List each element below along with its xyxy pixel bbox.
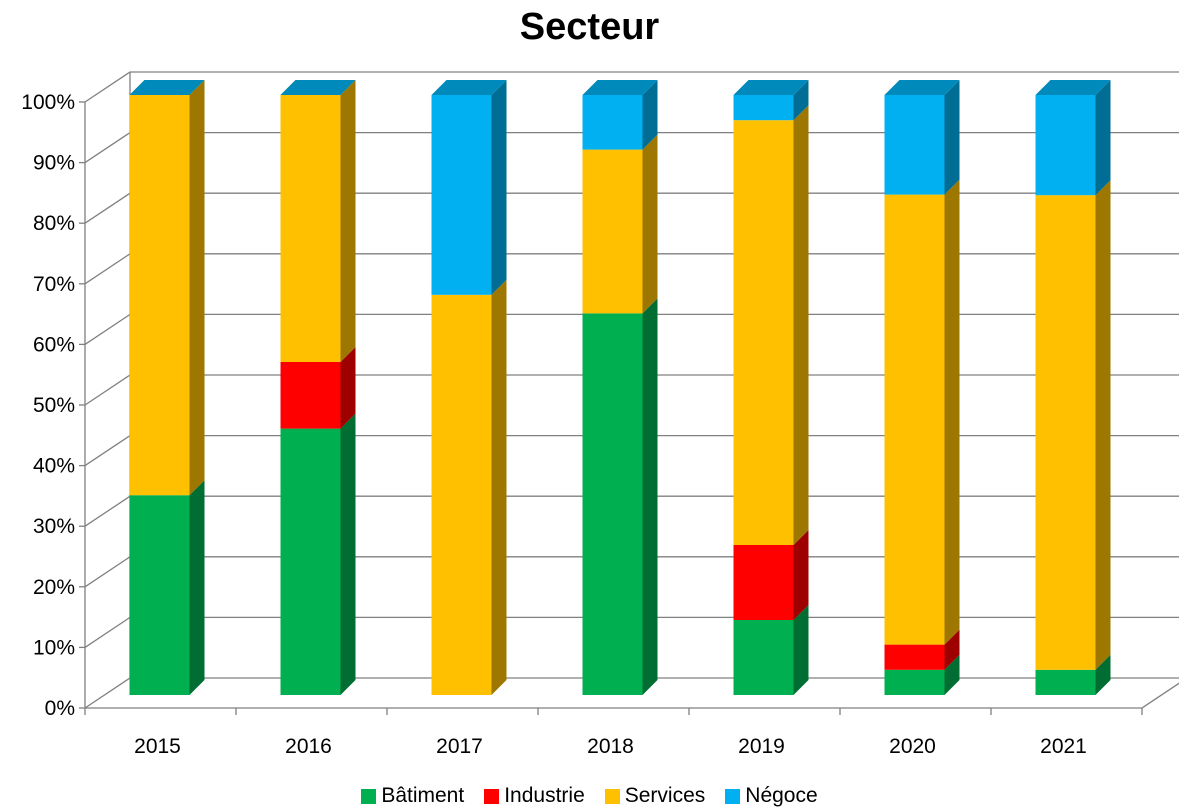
bar-2017-négoce bbox=[431, 95, 492, 295]
legend-swatch bbox=[484, 788, 500, 804]
bar-2019-négoce bbox=[733, 95, 794, 121]
bar-2016-services bbox=[280, 95, 341, 362]
legend-item: Services bbox=[604, 784, 706, 808]
x-tick-label: 2019 bbox=[738, 735, 785, 758]
bar-2018-services-side bbox=[642, 134, 658, 314]
bar-2015-bâtiment-side bbox=[189, 480, 205, 695]
x-tick-label: 2017 bbox=[436, 735, 483, 758]
y-tick-label: 80% bbox=[33, 212, 75, 235]
bar-2018-négoce-top bbox=[582, 80, 658, 95]
bar-2019-négoce-side bbox=[793, 80, 809, 121]
legend-item: Industrie bbox=[484, 784, 585, 808]
bar-2017-négoce-top bbox=[431, 80, 507, 95]
bar-2015-cap bbox=[129, 80, 205, 95]
y-tick-label: 0% bbox=[45, 697, 75, 720]
bar-2019-négoce-top bbox=[733, 80, 809, 95]
bar-2017-services bbox=[431, 294, 492, 695]
bar-2021-services bbox=[1035, 195, 1096, 670]
y-tick-label: 90% bbox=[33, 152, 75, 175]
legend-swatch bbox=[361, 788, 377, 804]
bar-2016-industrie bbox=[280, 362, 341, 429]
bar-2020-négoce bbox=[884, 95, 945, 195]
bar-2015-bâtiment bbox=[129, 495, 190, 695]
bar-2018-négoce bbox=[582, 95, 643, 150]
y-tick-label: 10% bbox=[33, 636, 75, 659]
legend-label: Services bbox=[624, 784, 706, 807]
bar-2019-services-side bbox=[793, 105, 809, 545]
legend: Bâtiment Industrie Services Négoce bbox=[0, 784, 1179, 808]
bar-2019-bâtiment bbox=[733, 620, 794, 695]
bar-2019-industrie-side bbox=[793, 530, 809, 620]
legend-label: Négoce bbox=[745, 784, 818, 807]
bar-2018-bâtiment bbox=[582, 313, 643, 695]
y-tick-label: 30% bbox=[33, 515, 75, 538]
bar-2016-industrie-side bbox=[340, 347, 356, 429]
y-tick-label: 40% bbox=[33, 455, 75, 478]
x-tick-label: 2015 bbox=[134, 735, 181, 758]
x-tick-label: 2021 bbox=[1040, 735, 1087, 758]
x-tick-label: 2016 bbox=[285, 735, 332, 758]
bar-2020-bâtiment bbox=[884, 669, 945, 695]
y-tick-label: 60% bbox=[33, 333, 75, 356]
legend-item: Négoce bbox=[725, 784, 818, 808]
y-axis-ticks: 0% 10% 20% 30% 40% 50% 60% 70% 80% 90% 100% bbox=[21, 91, 85, 720]
bar-2021-négoce-top bbox=[1035, 80, 1111, 95]
y-tick-label: 70% bbox=[33, 273, 75, 296]
bars bbox=[129, 80, 1111, 695]
bar-2020-négoce-side bbox=[944, 80, 960, 195]
gridline bbox=[84, 71, 1179, 103]
y-tick-label: 50% bbox=[33, 394, 75, 417]
legend-label: Bâtiment bbox=[381, 784, 465, 807]
legend-item: Bâtiment bbox=[361, 784, 464, 808]
bar-2019-industrie bbox=[733, 545, 794, 620]
bar-2016-services-side bbox=[340, 80, 356, 362]
x-tick-label: 2020 bbox=[889, 735, 936, 758]
bar-2018-bâtiment-side bbox=[642, 298, 658, 695]
bar-2020-négoce-top bbox=[884, 80, 960, 95]
bar-2016-cap bbox=[280, 80, 356, 95]
legend-swatch bbox=[604, 788, 620, 804]
bar-2020-industrie-side bbox=[944, 629, 960, 670]
bar-2016-bâtiment-side bbox=[340, 413, 356, 695]
x-tick-label: 2018 bbox=[587, 735, 634, 758]
y-tick-label: 20% bbox=[33, 576, 75, 599]
bar-2018-négoce-side bbox=[642, 80, 658, 150]
bar-2015-services-side bbox=[189, 80, 205, 496]
bar-2020-industrie bbox=[884, 644, 945, 670]
bar-2015-services bbox=[129, 95, 190, 496]
bar-2021-services-side bbox=[1095, 180, 1111, 670]
legend-label: Industrie bbox=[504, 784, 585, 807]
floor-right-edge bbox=[1141, 682, 1179, 709]
y-tick-label: 100% bbox=[21, 91, 75, 114]
bar-2019-bâtiment-side bbox=[793, 605, 809, 695]
bar-2017-négoce-side bbox=[491, 80, 507, 295]
bar-2021-négoce bbox=[1035, 95, 1096, 196]
bar-2020-bâtiment-side bbox=[944, 654, 960, 695]
bar-2019-services bbox=[733, 120, 794, 545]
legend-swatch bbox=[725, 788, 741, 804]
bar-2020-services bbox=[884, 194, 945, 645]
bar-2021-bâtiment bbox=[1035, 669, 1096, 695]
chart-title: Secteur bbox=[519, 6, 660, 48]
bar-2016-bâtiment bbox=[280, 428, 341, 695]
x-axis: 2015 2016 2017 2018 2019 2020 2021 bbox=[84, 707, 1143, 758]
bar-2017-services-side bbox=[491, 279, 507, 695]
bar-2018-services bbox=[582, 149, 643, 314]
bar-2020-services-side bbox=[944, 179, 960, 645]
bar-2021-négoce-side bbox=[1095, 80, 1111, 196]
bar-2021-bâtiment-side bbox=[1095, 654, 1111, 695]
